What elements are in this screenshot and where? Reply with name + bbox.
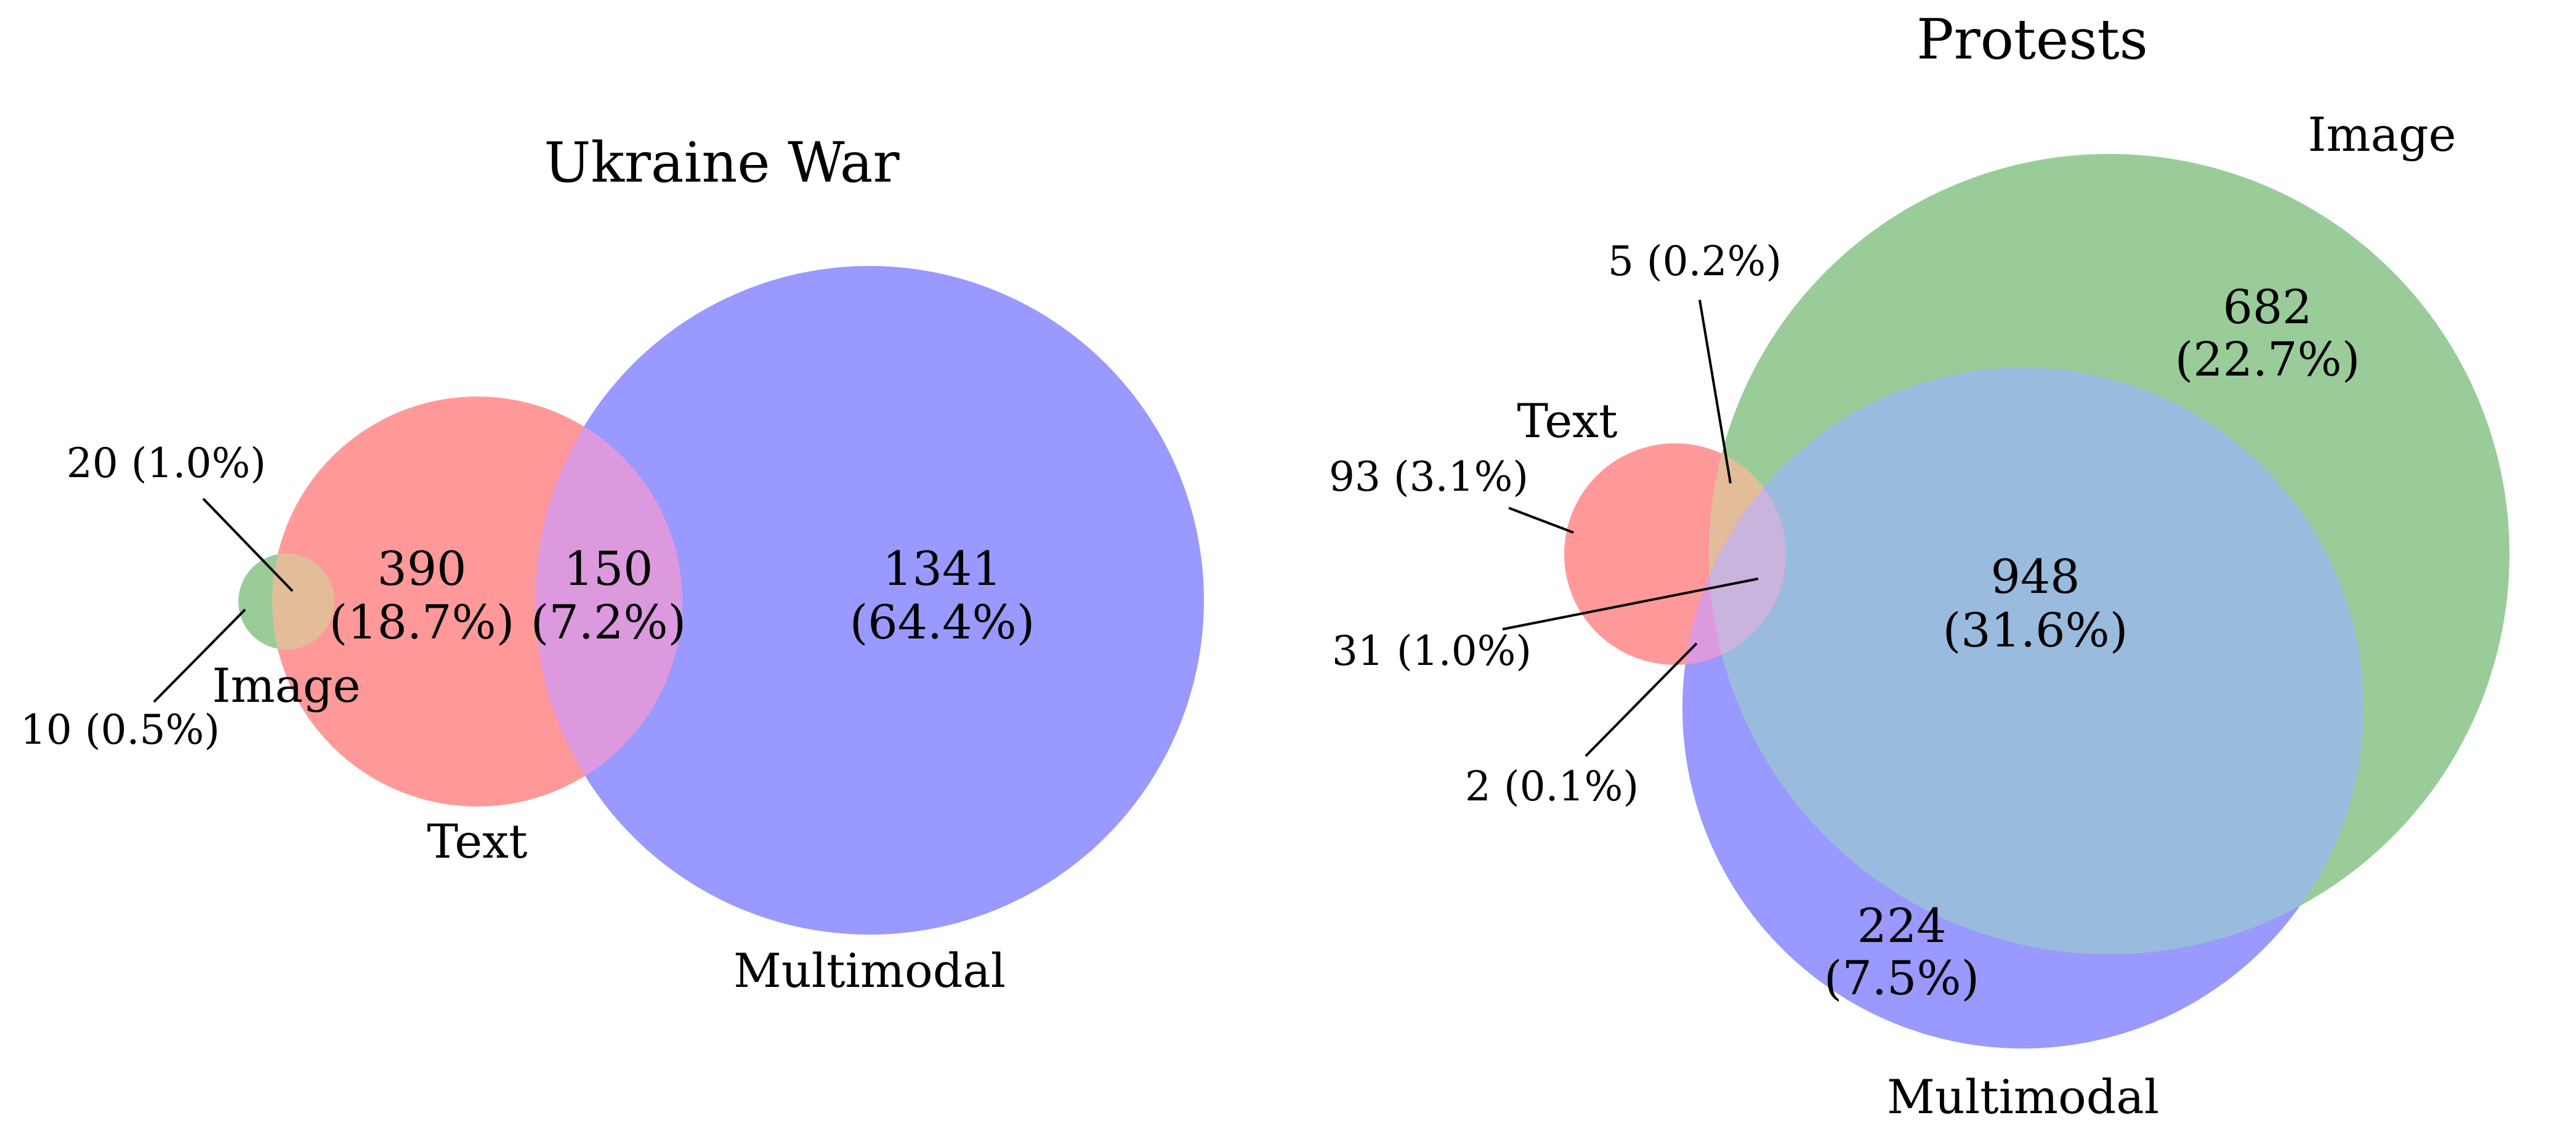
ukraine-text-multimodal-count: 150 xyxy=(563,541,653,596)
protests-text-only-callout: 93 (3.1%) xyxy=(1329,453,1528,501)
protests-image-multimodal-count: 948 xyxy=(1990,549,2080,604)
ukraine-title: Ukraine War xyxy=(544,131,900,195)
protests-image-multimodal-percent: (31.6%) xyxy=(1943,603,2128,658)
protests-all-three-callout: 31 (1.0%) xyxy=(1332,627,1532,675)
protests-text-image-leader xyxy=(1698,299,1732,484)
ukraine-text-image-callout: 20 (1.0%) xyxy=(67,440,266,487)
protests-image-only-count: 682 xyxy=(2223,280,2312,334)
venn-ukraine-war: Ukraine War Image Text Multimodal 390 (1… xyxy=(20,131,1204,998)
protests-text-multimodal-callout: 2 (0.1%) xyxy=(1465,763,1639,810)
ukraine-multimodal-set-label: Multimodal xyxy=(733,943,1006,998)
protests-image-only-percent: (22.7%) xyxy=(2175,332,2360,387)
protests-image-set-label: Image xyxy=(2307,107,2456,162)
ukraine-multimodal-only-percent: (64.4%) xyxy=(850,595,1035,650)
ukraine-image-set-label: Image xyxy=(212,658,360,713)
protests-multimodal-only-count: 224 xyxy=(1857,898,1946,953)
ukraine-multimodal-circle xyxy=(535,266,1204,935)
ukraine-text-only-count: 390 xyxy=(377,541,466,596)
venn-protests: Protests Image Text Multimodal 682 (22.7… xyxy=(1329,7,2509,1124)
protests-text-only-leader xyxy=(1508,507,1574,534)
protests-title: Protests xyxy=(1916,7,2148,72)
ukraine-text-only-percent: (18.7%) xyxy=(329,595,515,650)
ukraine-text-image-leader xyxy=(202,497,294,592)
ukraine-multimodal-only-count: 1341 xyxy=(882,541,1001,596)
protests-text-image-callout: 5 (0.2%) xyxy=(1608,238,1782,285)
ukraine-text-set-label: Text xyxy=(427,814,527,869)
protests-all-three-leader xyxy=(1502,578,1759,630)
protests-multimodal-only-percent: (7.5%) xyxy=(1824,951,1979,1005)
protests-multimodal-set-label: Multimodal xyxy=(1887,1069,2159,1124)
ukraine-text-image-region xyxy=(272,553,334,650)
ukraine-image-only-callout: 10 (0.5%) xyxy=(20,706,220,754)
protests-text-set-label: Text xyxy=(1517,393,1617,448)
ukraine-image-only-leader xyxy=(153,608,246,703)
ukraine-text-multimodal-percent: (7.2%) xyxy=(531,595,686,650)
protests-text-multimodal-leader xyxy=(1585,642,1698,757)
